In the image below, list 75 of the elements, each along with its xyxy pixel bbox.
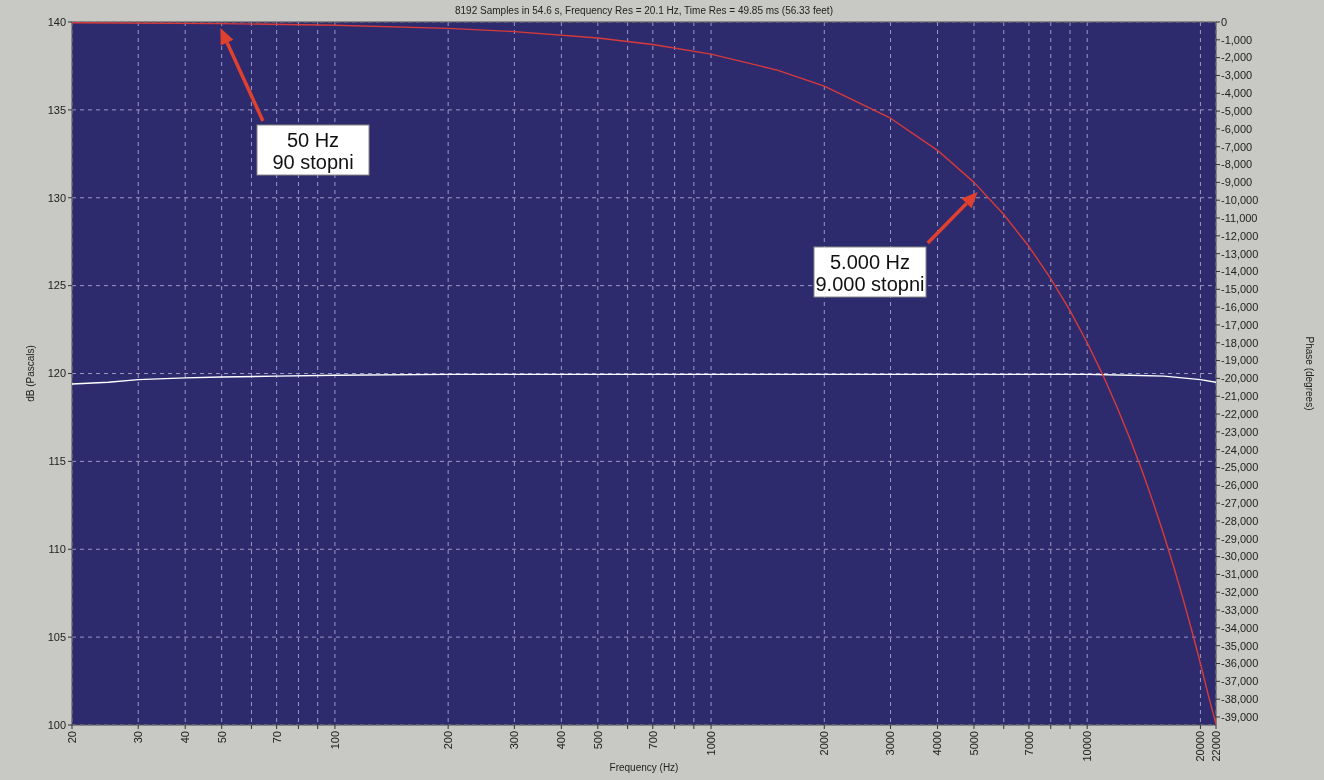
y2-tick-label: -25,000: [1221, 461, 1259, 474]
y2-tick-label: -10,000: [1221, 194, 1259, 207]
y-tick-label: 105: [47, 630, 66, 643]
x-tick-label: 5000: [967, 731, 980, 756]
annotation: 50 Hz 90 stopni: [272, 129, 354, 173]
y2-tick-label: -20,000: [1221, 372, 1259, 385]
x-tick-label: 500: [591, 731, 604, 750]
y2-tick-label: -17,000: [1221, 318, 1259, 331]
y2-tick-label: -11,000: [1221, 211, 1258, 224]
y2-tick-label: -30,000: [1221, 550, 1259, 563]
y2-tick-label: -29,000: [1221, 532, 1259, 545]
y-axis-title: dB (Pascals): [25, 345, 36, 402]
y-tick-label: 130: [47, 191, 66, 204]
y-tick-label: 140: [47, 15, 66, 28]
y2-tick-label: -8,000: [1221, 158, 1253, 171]
y2-tick-label: -22,000: [1221, 407, 1259, 420]
y-tick-label: 125: [47, 279, 66, 292]
x-tick-label: 7000: [1022, 731, 1035, 756]
x-tick-label: 2000: [818, 731, 831, 756]
y2-tick-label: -32,000: [1221, 586, 1259, 599]
x-tick-label: 20000: [1194, 731, 1207, 762]
x-tick-label: 22000: [1209, 731, 1222, 762]
y2-tick-label: -38,000: [1221, 693, 1259, 706]
y2-tick-label: 0: [1221, 15, 1228, 28]
x-axis-title: Frequency (Hz): [609, 762, 679, 773]
y2-tick-label: -28,000: [1221, 514, 1259, 527]
y2-tick-label: -1,000: [1221, 33, 1253, 46]
x-tick-label: 40: [179, 731, 192, 744]
y-tick-label: 100: [47, 718, 66, 731]
y-tick-label: 115: [48, 455, 66, 468]
y2-tick-label: -21,000: [1221, 390, 1259, 403]
y2-tick-label: -6,000: [1221, 122, 1253, 135]
x-tick-label: 30: [132, 731, 145, 744]
y-tick-label: 120: [47, 367, 66, 380]
y2-tick-label: -7,000: [1221, 140, 1253, 153]
x-tick-label: 1000: [704, 731, 717, 756]
y2-tick-label: -13,000: [1221, 247, 1259, 260]
x-tick-label: 70: [270, 731, 283, 744]
y2-tick-label: -33,000: [1221, 603, 1259, 616]
y2-tick-label: -12,000: [1221, 229, 1259, 242]
y2-tick-label: -15,000: [1221, 283, 1259, 296]
y2-tick-label: -31,000: [1221, 568, 1259, 581]
x-tick-label: 300: [508, 731, 521, 750]
x-tick-label: 10000: [1081, 731, 1094, 762]
x-tick-label: 3000: [884, 731, 897, 756]
y2-tick-label: -37,000: [1221, 675, 1259, 688]
y-tick-label: 110: [48, 543, 66, 556]
x-tick-label: 4000: [931, 731, 944, 756]
x-tick-label: 400: [555, 731, 568, 750]
x-tick-label: 700: [646, 731, 659, 750]
y2-tick-label: -4,000: [1221, 87, 1253, 100]
y2-tick-label: -36,000: [1221, 657, 1259, 670]
y2-tick-label: -26,000: [1221, 479, 1259, 492]
y2-tick-label: -9,000: [1221, 176, 1253, 189]
y-tick-label: 135: [47, 103, 66, 116]
y2-tick-label: -19,000: [1221, 354, 1259, 367]
y2-axis-title: Phase (degrees): [1304, 336, 1315, 411]
y2-tick-label: -14,000: [1221, 265, 1259, 278]
x-tick-label: 50: [215, 731, 228, 744]
y2-tick-label: -5,000: [1221, 104, 1253, 117]
y2-tick-label: -16,000: [1221, 300, 1259, 313]
x-tick-label: 100: [328, 731, 341, 750]
y2-tick-label: -23,000: [1221, 425, 1259, 438]
y2-tick-label: -18,000: [1221, 336, 1259, 349]
annotation: 5.000 Hz 9.000 stopni: [815, 251, 925, 295]
y2-tick-label: -2,000: [1221, 51, 1253, 64]
y2-tick-label: -34,000: [1221, 621, 1259, 634]
y2-tick-label: -27,000: [1221, 496, 1259, 509]
y2-tick-label: -24,000: [1221, 443, 1259, 456]
y2-tick-label: -35,000: [1221, 639, 1259, 652]
y2-tick-label: -3,000: [1221, 69, 1253, 82]
x-tick-label: 200: [441, 731, 454, 750]
chart-title: 8192 Samples in 54.6 s, Frequency Res = 20.1 Hz, Time Res = 49.85 ms (56.33 feet): [455, 5, 833, 16]
x-tick-label: 20: [65, 731, 78, 744]
y2-tick-label: -39,000: [1221, 710, 1259, 723]
